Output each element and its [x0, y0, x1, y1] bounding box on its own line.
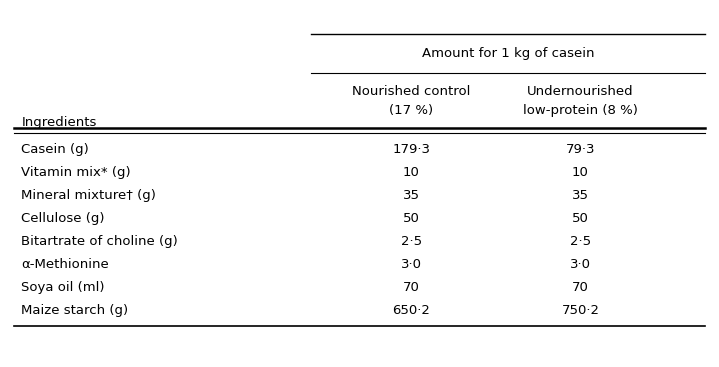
- Text: 10: 10: [403, 166, 420, 179]
- Text: Soya oil (ml): Soya oil (ml): [22, 281, 105, 294]
- Text: 3·0: 3·0: [400, 258, 422, 271]
- Text: Maize starch (g): Maize starch (g): [22, 304, 129, 317]
- Text: Undernourished: Undernourished: [527, 85, 633, 98]
- Text: Bitartrate of choline (g): Bitartrate of choline (g): [22, 235, 178, 248]
- Text: 179·3: 179·3: [393, 143, 430, 156]
- Text: Amount for 1 kg of casein: Amount for 1 kg of casein: [421, 47, 594, 60]
- Text: 35: 35: [403, 189, 420, 202]
- Text: 650·2: 650·2: [393, 304, 430, 317]
- Text: 2·5: 2·5: [400, 235, 422, 248]
- Text: Cellulose (g): Cellulose (g): [22, 212, 105, 225]
- Text: 70: 70: [572, 281, 589, 294]
- Text: Casein (g): Casein (g): [22, 143, 89, 156]
- Text: Mineral mixture† (g): Mineral mixture† (g): [22, 189, 156, 202]
- Text: 70: 70: [403, 281, 420, 294]
- Text: α-Methionine: α-Methionine: [22, 258, 109, 271]
- Text: 50: 50: [403, 212, 420, 225]
- Text: (17 %): (17 %): [389, 103, 434, 117]
- Text: 3·0: 3·0: [570, 258, 591, 271]
- Text: 10: 10: [572, 166, 589, 179]
- Text: 79·3: 79·3: [566, 143, 595, 156]
- Text: 50: 50: [572, 212, 589, 225]
- Text: Ingredients: Ingredients: [22, 116, 96, 129]
- Text: low-protein (8 %): low-protein (8 %): [523, 103, 638, 117]
- Text: 2·5: 2·5: [570, 235, 591, 248]
- Text: 35: 35: [572, 189, 589, 202]
- Text: Vitamin mix* (g): Vitamin mix* (g): [22, 166, 131, 179]
- Text: 750·2: 750·2: [562, 304, 600, 317]
- Text: Nourished control: Nourished control: [352, 85, 470, 98]
